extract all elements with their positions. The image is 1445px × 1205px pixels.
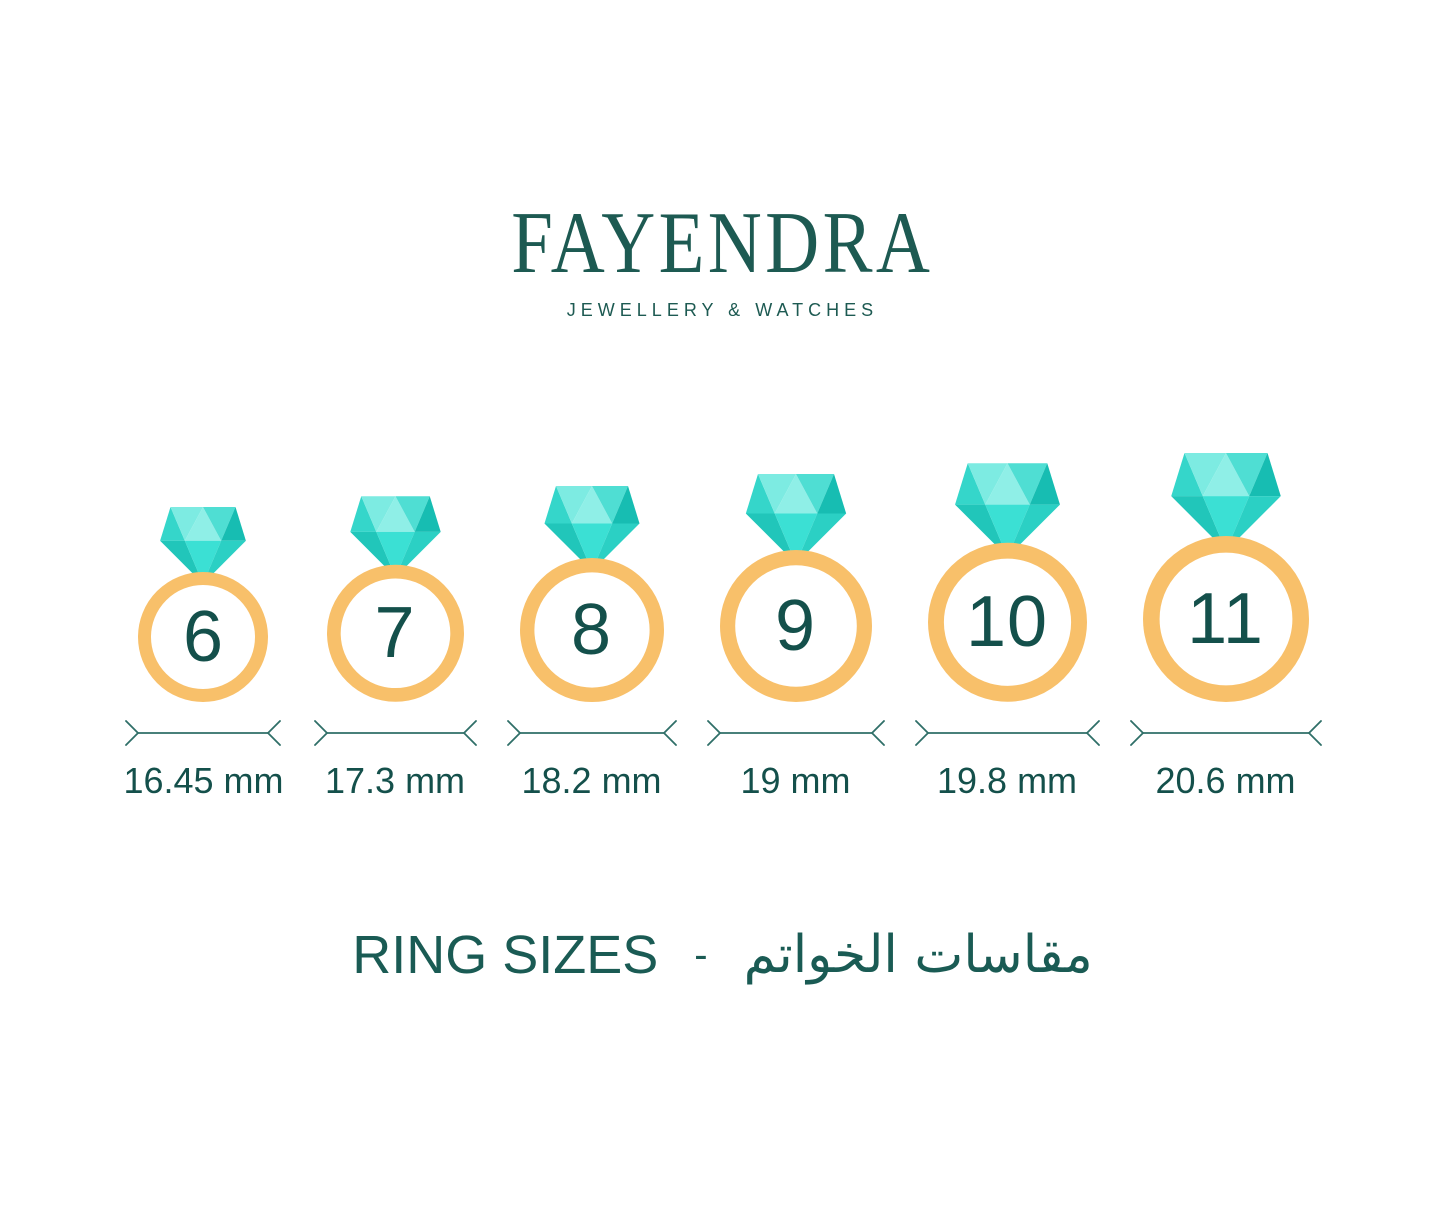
diamond-ring-icon: 6 — [138, 507, 269, 702]
ring-diameter-label: 18.2 mm — [521, 760, 662, 801]
brand-logo-block: FAYENDRA JEWELLERY & WATCHES — [0, 0, 1445, 321]
measure-arrows-icon — [706, 720, 885, 746]
ring-size-number: 9 — [775, 586, 817, 666]
ring-size-number: 7 — [374, 593, 416, 673]
measure-arrows-icon — [1129, 720, 1322, 746]
ring-diameter-label: 20.6 mm — [1155, 760, 1296, 801]
page-title-separator: - — [694, 932, 708, 977]
diamond-ring-svg — [927, 463, 1087, 702]
diamond-ring-svg — [1142, 453, 1309, 702]
ring-item-size-7: 7 17.3 mm — [313, 496, 477, 802]
measure-arrows-icon — [914, 720, 1100, 746]
diamond-ring-svg — [138, 507, 269, 702]
ring-item-size-6: 6 16.45 mm — [123, 507, 284, 802]
ring-diameter-label: 19.8 mm — [937, 760, 1078, 801]
ring-diameter-label: 17.3 mm — [325, 760, 466, 801]
measure-arrows-icon — [313, 720, 477, 746]
measure-arrows-icon — [506, 720, 677, 746]
diamond-ring-svg — [326, 496, 464, 702]
page-title-ar: مقاسات الخواتم — [743, 925, 1093, 985]
ring-item-size-9: 9 19 mm — [706, 474, 885, 802]
ring-item-size-11: 11 20.6 mm — [1129, 453, 1322, 802]
ring-sizes-row: 6 16.45 mm — [0, 453, 1445, 802]
measure-arrows-icon — [125, 720, 282, 746]
ring-diameter-label: 19 mm — [740, 760, 851, 801]
ring-item-size-8: 8 18.2 mm — [506, 486, 677, 802]
diamond-ring-svg — [519, 486, 664, 702]
ring-size-number: 11 — [1187, 579, 1264, 659]
diamond-ring-svg — [719, 474, 872, 702]
page-title: RING SIZES - مقاسات الخواتم — [0, 924, 1445, 986]
ring-size-number: 8 — [571, 590, 613, 670]
page-title-en: RING SIZES — [352, 925, 659, 985]
ring-item-size-10: 10 19.8 mm — [914, 463, 1100, 802]
diamond-ring-icon: 11 — [1142, 453, 1309, 702]
diamond-ring-icon: 10 — [927, 463, 1087, 702]
ring-size-number: 6 — [182, 597, 225, 677]
ring-size-number: 10 — [965, 582, 1049, 662]
diamond-ring-icon: 7 — [326, 496, 464, 702]
brand-logo: FAYENDRA — [511, 195, 934, 292]
diamond-ring-icon: 9 — [719, 474, 872, 702]
brand-tagline: JEWELLERY & WATCHES — [566, 300, 879, 320]
ring-diameter-label: 16.45 mm — [123, 760, 284, 801]
diamond-ring-icon: 8 — [519, 486, 664, 702]
